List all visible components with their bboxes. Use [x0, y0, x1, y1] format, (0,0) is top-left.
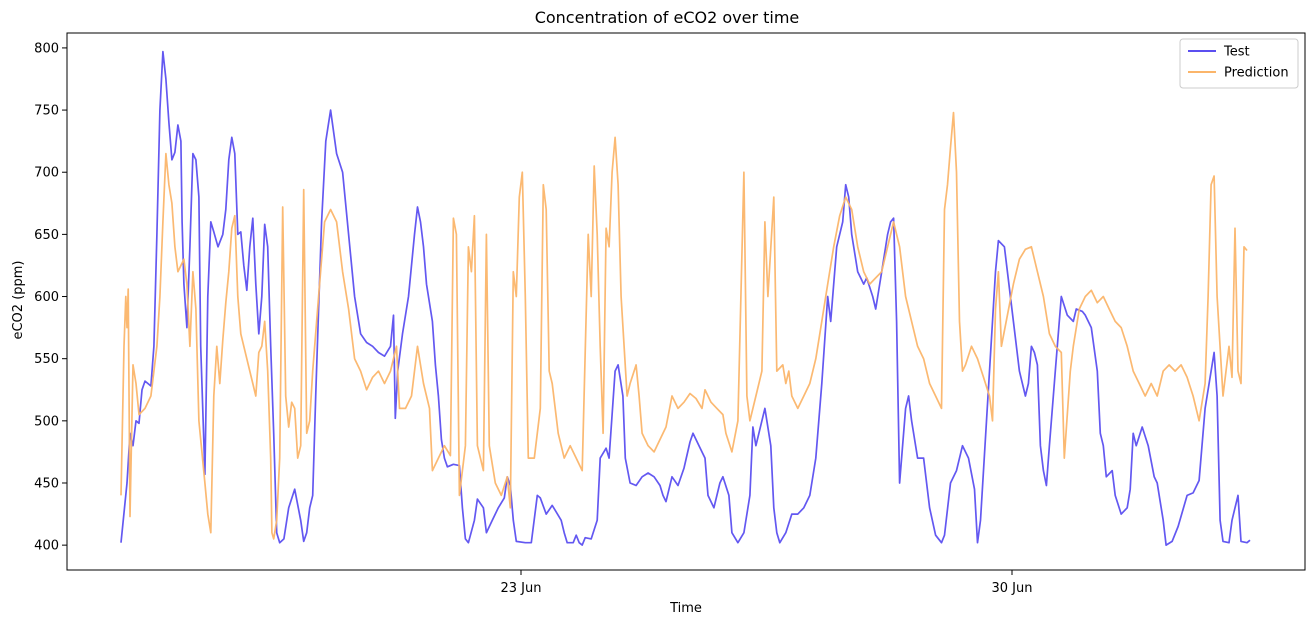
x-tick-label: 23 Jun	[501, 581, 542, 596]
series-line-test	[120, 50, 1251, 546]
y-tick-label: 450	[34, 476, 59, 491]
y-tick-label: 500	[34, 414, 59, 429]
series-line-prediction	[120, 111, 1248, 540]
y-tick-label: 650	[34, 228, 59, 243]
legend-label-prediction: Prediction	[1224, 66, 1289, 81]
chart-title: Concentration of eCO2 over time	[535, 8, 800, 27]
plot-lines	[120, 50, 1251, 546]
y-tick-label: 550	[34, 352, 59, 367]
legend: Test Prediction	[1179, 38, 1299, 89]
y-tick-label: 400	[34, 539, 59, 554]
y-axis-ticks: 400 450 500 550 600 650 700 750 800	[34, 41, 67, 554]
y-axis-label: eCO2 (ppm)	[11, 260, 26, 339]
y-tick-label: 600	[34, 290, 59, 305]
y-tick-label: 750	[34, 104, 59, 119]
y-tick-label: 700	[34, 166, 59, 181]
y-tick-label: 800	[34, 41, 59, 56]
x-axis-ticks: 23 Jun 30 Jun	[501, 570, 1033, 596]
x-tick-label: 30 Jun	[992, 581, 1033, 596]
plot-frame	[66, 32, 1306, 571]
x-axis-label: Time	[669, 601, 702, 616]
legend-label-test: Test	[1223, 45, 1250, 60]
